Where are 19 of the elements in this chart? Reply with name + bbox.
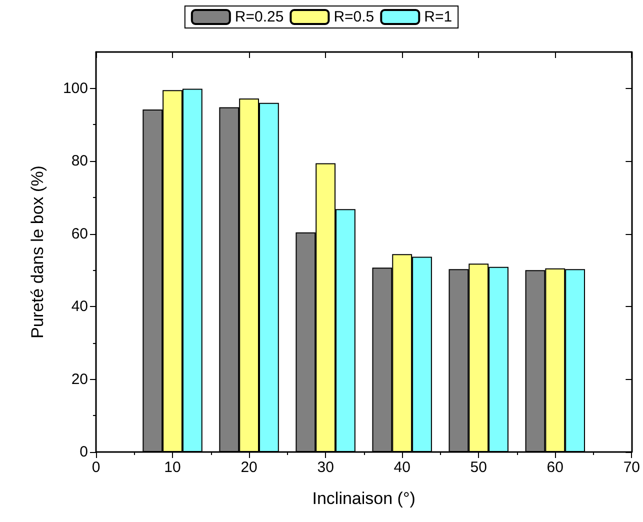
y-tick-label: 40 [71,298,88,316]
x-tick-label: 60 [546,459,564,476]
y-tick-label: 80 [71,152,88,170]
x-tick-label: 50 [470,459,487,476]
x-tick-label: 30 [317,459,334,476]
y-tick-label: 0 [80,444,88,460]
y-axis-title: Pureté dans le box (%) [28,166,47,338]
x-axis-title: Inclinaison (°) [312,489,416,508]
legend-label: R=1 [424,8,452,26]
x-tick-label: 0 [92,459,100,476]
y-tick-label: 20 [71,370,88,388]
y-tick-label: 60 [71,225,88,242]
x-tick-label: 40 [394,459,410,476]
y-tick-label: 100 [62,80,88,97]
x-tick-label: 10 [164,459,181,476]
legend-label: R=0.25 [234,8,284,26]
x-tick-label: 20 [240,459,258,476]
x-tick-label: 70 [623,459,640,476]
legend-label: R=0.5 [334,8,374,26]
